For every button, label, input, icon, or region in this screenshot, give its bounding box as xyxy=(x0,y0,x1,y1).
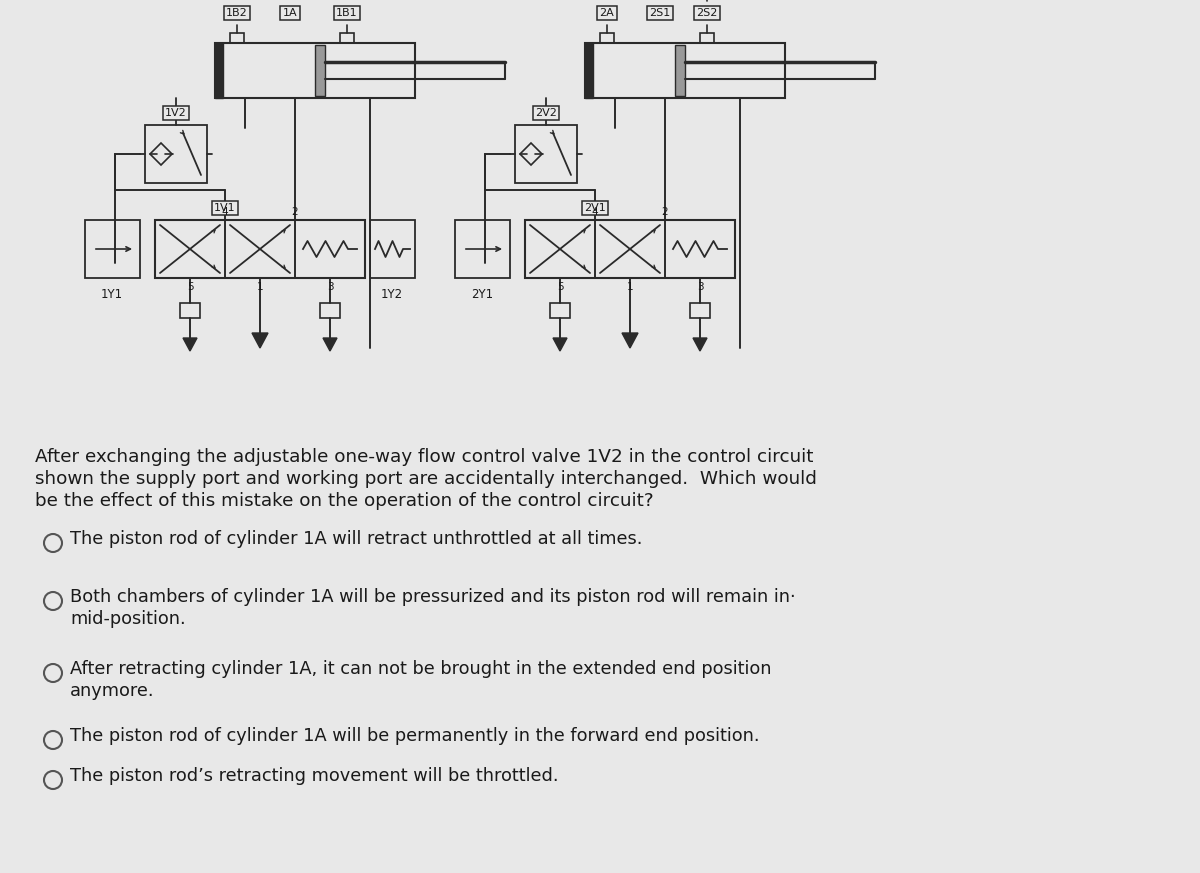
Bar xyxy=(455,220,510,278)
Bar xyxy=(595,220,665,278)
Polygon shape xyxy=(694,338,707,351)
Text: The piston rod of cylinder 1A will be permanently in the forward end position.: The piston rod of cylinder 1A will be pe… xyxy=(70,727,760,745)
Bar xyxy=(700,33,714,43)
Text: be the effect of this mistake on the operation of the control circuit?: be the effect of this mistake on the ope… xyxy=(35,492,654,510)
Text: Both chambers of cylinder 1A will be pressurized and its piston rod will remain : Both chambers of cylinder 1A will be pre… xyxy=(70,588,796,606)
Text: 2S1: 2S1 xyxy=(649,8,671,18)
Text: shown the supply port and working port are accidentally interchanged.  Which wou: shown the supply port and working port a… xyxy=(35,470,817,488)
Bar xyxy=(674,45,685,96)
Text: 1V2: 1V2 xyxy=(166,108,187,118)
Text: 1: 1 xyxy=(626,282,634,292)
Text: mid-position.: mid-position. xyxy=(70,610,186,628)
Text: 1B2: 1B2 xyxy=(226,8,248,18)
Bar xyxy=(155,220,365,278)
Text: 2S2: 2S2 xyxy=(696,8,718,18)
Polygon shape xyxy=(323,338,337,351)
Text: The piston rod of cylinder 1A will retract unthrottled at all times.: The piston rod of cylinder 1A will retra… xyxy=(70,530,642,548)
Text: The piston rod’s retracting movement will be throttled.: The piston rod’s retracting movement wil… xyxy=(70,767,558,785)
Bar xyxy=(515,125,577,183)
Text: 2V2: 2V2 xyxy=(535,108,557,118)
Bar xyxy=(550,303,570,318)
Bar xyxy=(320,303,340,318)
Bar xyxy=(314,45,325,96)
Text: 1: 1 xyxy=(257,282,263,292)
Bar xyxy=(145,125,208,183)
Bar xyxy=(215,43,223,98)
Bar xyxy=(586,43,785,98)
Polygon shape xyxy=(622,333,638,348)
Polygon shape xyxy=(182,338,197,351)
Polygon shape xyxy=(553,338,568,351)
Bar xyxy=(85,220,140,278)
Text: 1B1: 1B1 xyxy=(336,8,358,18)
Polygon shape xyxy=(252,333,268,348)
Text: 5: 5 xyxy=(187,282,193,292)
Bar xyxy=(155,220,226,278)
Text: 2A: 2A xyxy=(600,8,614,18)
Text: anymore.: anymore. xyxy=(70,682,155,700)
Bar xyxy=(340,33,354,43)
Text: 2V1: 2V1 xyxy=(584,203,606,213)
Text: 2: 2 xyxy=(292,207,299,217)
Bar xyxy=(600,33,614,43)
Bar xyxy=(215,43,415,98)
Text: After exchanging the adjustable one-way flow control valve 1V2 in the control ci: After exchanging the adjustable one-way … xyxy=(35,448,814,466)
Text: After retracting cylinder 1A, it can not be brought in the extended end position: After retracting cylinder 1A, it can not… xyxy=(70,660,772,678)
Bar xyxy=(586,43,593,98)
Bar xyxy=(665,220,734,278)
Bar xyxy=(295,220,365,278)
Bar xyxy=(370,220,415,278)
Bar xyxy=(180,303,200,318)
Text: 2: 2 xyxy=(661,207,668,217)
Bar xyxy=(526,220,595,278)
Bar xyxy=(226,220,295,278)
Text: 3: 3 xyxy=(326,282,334,292)
Text: 3: 3 xyxy=(697,282,703,292)
Text: 1Y1: 1Y1 xyxy=(101,288,124,301)
Text: 4: 4 xyxy=(592,207,599,217)
Bar xyxy=(526,220,734,278)
Text: 1A: 1A xyxy=(283,8,298,18)
Text: 1V1: 1V1 xyxy=(214,203,236,213)
Text: 1Y2: 1Y2 xyxy=(380,288,403,301)
Bar xyxy=(690,303,710,318)
Bar xyxy=(230,33,244,43)
Text: 4: 4 xyxy=(222,207,228,217)
Text: 2Y1: 2Y1 xyxy=(470,288,493,301)
Text: 5: 5 xyxy=(557,282,563,292)
